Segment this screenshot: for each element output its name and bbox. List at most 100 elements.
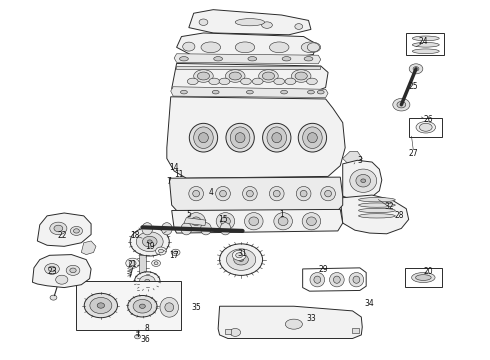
Polygon shape (174, 54, 321, 64)
Ellipse shape (262, 72, 274, 80)
Ellipse shape (159, 249, 163, 253)
Ellipse shape (419, 123, 432, 131)
Ellipse shape (49, 266, 56, 272)
Polygon shape (171, 87, 328, 98)
Polygon shape (303, 268, 366, 291)
Ellipse shape (330, 273, 344, 287)
Ellipse shape (209, 78, 220, 85)
Ellipse shape (246, 190, 253, 197)
Ellipse shape (189, 186, 203, 201)
Text: 11: 11 (174, 170, 184, 179)
Ellipse shape (230, 328, 241, 336)
Ellipse shape (246, 90, 253, 94)
Ellipse shape (282, 57, 291, 61)
Ellipse shape (292, 70, 311, 82)
Text: 20: 20 (423, 267, 433, 276)
Ellipse shape (262, 22, 272, 28)
Ellipse shape (194, 127, 213, 148)
Bar (406, 33, 444, 55)
Ellipse shape (161, 223, 172, 235)
Ellipse shape (307, 43, 319, 52)
Ellipse shape (145, 279, 150, 283)
Ellipse shape (307, 78, 318, 85)
Ellipse shape (90, 297, 112, 314)
Ellipse shape (226, 123, 254, 152)
Ellipse shape (216, 213, 235, 230)
Ellipse shape (189, 123, 218, 152)
Ellipse shape (273, 190, 280, 197)
Text: 22: 22 (57, 231, 67, 240)
Ellipse shape (56, 275, 68, 284)
Ellipse shape (187, 213, 205, 230)
Ellipse shape (393, 98, 410, 111)
Ellipse shape (361, 179, 366, 183)
Ellipse shape (152, 260, 160, 266)
Ellipse shape (270, 186, 284, 201)
Ellipse shape (353, 276, 360, 283)
Ellipse shape (298, 123, 327, 152)
Ellipse shape (225, 70, 245, 82)
Polygon shape (218, 306, 362, 338)
Ellipse shape (270, 42, 289, 53)
Ellipse shape (70, 268, 76, 273)
Text: 14: 14 (170, 163, 179, 172)
Ellipse shape (183, 42, 195, 51)
Ellipse shape (220, 244, 263, 275)
Ellipse shape (243, 186, 257, 201)
Ellipse shape (181, 223, 192, 235)
Ellipse shape (409, 64, 423, 74)
Ellipse shape (140, 275, 155, 287)
Ellipse shape (245, 213, 263, 230)
Ellipse shape (278, 217, 288, 226)
Ellipse shape (216, 186, 230, 201)
Ellipse shape (50, 295, 57, 300)
Bar (352, 328, 359, 333)
Bar (405, 268, 442, 287)
Ellipse shape (229, 72, 242, 80)
Polygon shape (176, 33, 316, 58)
Ellipse shape (310, 273, 325, 287)
Ellipse shape (84, 293, 118, 318)
Ellipse shape (50, 222, 67, 235)
Bar (409, 118, 442, 137)
Ellipse shape (135, 334, 141, 339)
Ellipse shape (173, 251, 177, 254)
Ellipse shape (356, 175, 370, 187)
Ellipse shape (165, 303, 173, 312)
Ellipse shape (416, 275, 431, 280)
Ellipse shape (142, 223, 153, 235)
Ellipse shape (212, 90, 219, 94)
Text: 32: 32 (384, 202, 394, 211)
Text: 35: 35 (191, 303, 201, 312)
Polygon shape (172, 63, 328, 92)
Ellipse shape (135, 272, 160, 291)
Ellipse shape (349, 273, 364, 287)
Ellipse shape (413, 67, 419, 71)
Ellipse shape (220, 223, 231, 235)
Text: 25: 25 (409, 82, 418, 91)
Ellipse shape (230, 127, 250, 148)
Ellipse shape (74, 229, 79, 233)
Ellipse shape (66, 265, 80, 275)
Ellipse shape (235, 133, 245, 143)
Ellipse shape (235, 19, 265, 26)
Text: 19: 19 (145, 242, 154, 251)
Text: 18: 18 (130, 231, 140, 240)
Ellipse shape (126, 258, 140, 268)
Ellipse shape (179, 57, 188, 61)
Ellipse shape (136, 232, 163, 252)
Ellipse shape (304, 57, 313, 61)
Bar (175, 66, 320, 69)
Ellipse shape (71, 226, 82, 235)
Text: 23: 23 (47, 267, 57, 276)
Ellipse shape (241, 78, 251, 85)
Text: 27: 27 (409, 149, 418, 158)
Text: 26: 26 (423, 114, 433, 123)
Ellipse shape (325, 190, 331, 197)
Ellipse shape (197, 72, 210, 80)
Ellipse shape (214, 57, 222, 61)
Ellipse shape (187, 78, 198, 85)
Ellipse shape (160, 297, 178, 317)
Polygon shape (81, 241, 96, 255)
Ellipse shape (281, 90, 288, 94)
